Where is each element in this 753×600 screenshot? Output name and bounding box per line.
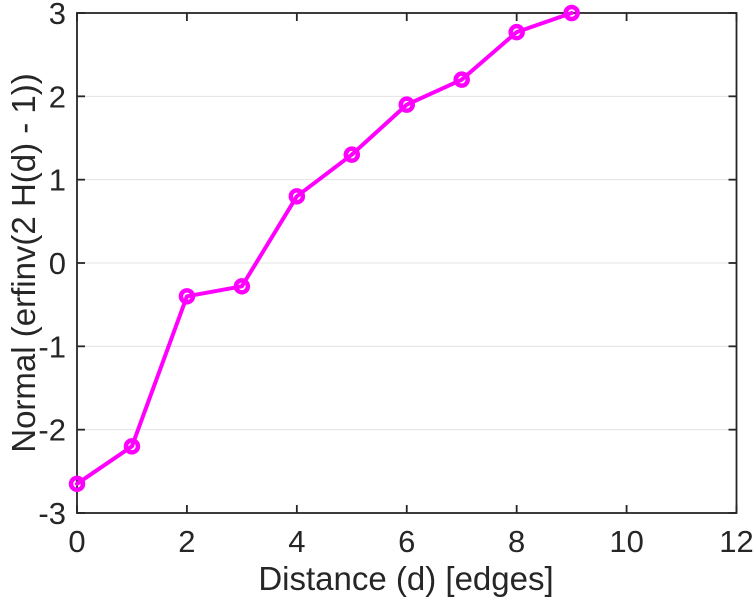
data-point-marker <box>68 475 86 493</box>
data-series-line <box>75 11 574 486</box>
data-point-marker <box>123 438 141 455</box>
data-point-marker <box>178 288 196 305</box>
x-tick-label: 10 <box>609 524 643 559</box>
data-point-marker <box>563 4 580 22</box>
x-tick-label: 2 <box>178 524 195 559</box>
x-axis-label: Distance (d) [edges] <box>258 560 553 597</box>
y-tick-label: 3 <box>49 0 66 31</box>
x-tick-label: 8 <box>508 524 525 559</box>
y-axis-label: Normal (erfinv(2 H(d) - 1)) <box>5 73 42 453</box>
data-point-marker <box>288 188 306 205</box>
x-tick-label: 4 <box>288 524 305 559</box>
data-point-marker <box>343 146 361 163</box>
y-tick-label: 0 <box>49 246 66 281</box>
grid-layer <box>77 95 737 431</box>
data-point-marker <box>398 96 415 113</box>
x-tick-label: 6 <box>398 524 415 559</box>
series-layer <box>68 4 580 493</box>
frame-layer <box>76 12 738 514</box>
x-tick-label: 0 <box>68 524 85 559</box>
y-tick-label: -2 <box>38 413 66 448</box>
y-tick-label: -3 <box>38 496 66 531</box>
y-tick-label: 2 <box>49 79 66 114</box>
data-point-marker <box>233 278 251 295</box>
y-tick-label: -1 <box>38 329 66 364</box>
y-tick-label: 1 <box>49 163 66 198</box>
data-point-marker <box>508 23 525 41</box>
x-tick-label: 12 <box>719 524 753 559</box>
data-point-marker <box>453 71 470 88</box>
